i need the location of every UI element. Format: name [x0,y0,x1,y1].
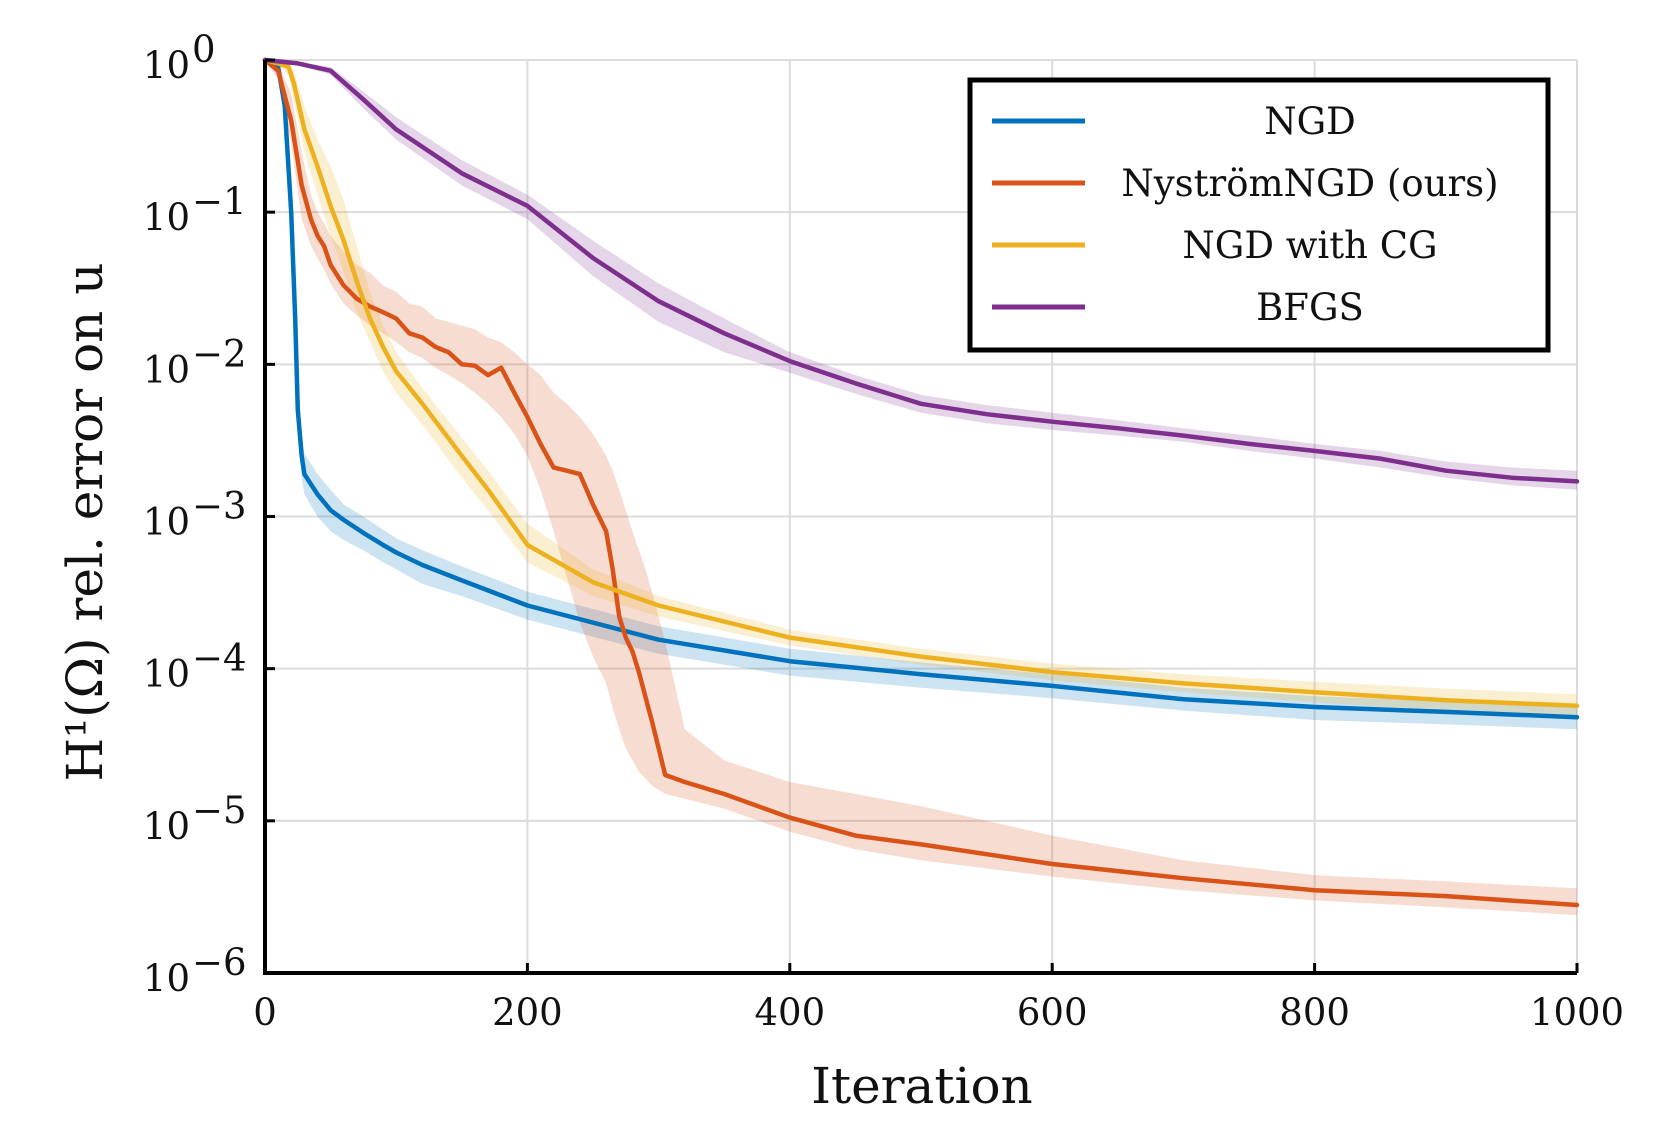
x-tick-label-4: 800 [1279,991,1350,1034]
y-tick-exponent-3: −3 [192,485,247,528]
y-tick-label-1: 10 −1 [143,180,247,239]
x-tick-label-2: 400 [754,991,825,1034]
line-series-0 [262,57,1580,720]
legend: NGD NyströmNGD (ours) NGD with CG BFGS [967,77,1551,353]
y-tick-base-1: 10 [143,196,190,239]
y-tick-label-0: 10 0 [143,28,216,87]
x-tick-label-0: 0 [253,991,277,1034]
y-tick-exponent-2: −2 [192,332,247,375]
legend-label-3: BFGS [1256,286,1364,329]
y-tick-label-4: 10 −4 [143,637,247,696]
line-series-3 [262,57,1580,484]
x-tick-labels: 0 200 400 600 800 1000 [253,991,1624,1034]
y-tick-label-3: 10 −3 [143,485,247,544]
y-axis-label: H¹(Ω) rel. error on u [56,263,114,782]
x-tick-label-1: 200 [492,991,563,1034]
axes [263,58,1579,975]
y-tick-exponent-0: 0 [192,28,216,71]
y-tick-exponent-6: −6 [192,941,247,984]
legend-label-2: NGD with CG [1182,224,1437,267]
x-axis-label: Iteration [811,1057,1033,1115]
y-tick-base-2: 10 [143,348,190,391]
line-series-2 [262,57,1580,709]
legend-label-1: NyströmNGD (ours) [1121,162,1498,205]
y-tick-label-5: 10 −5 [143,789,247,848]
x-tick-label-3: 600 [1017,991,1088,1034]
series-lines [262,57,1580,908]
y-tick-base-0: 10 [143,44,190,87]
y-tick-label-2: 10 −2 [143,332,247,391]
y-tick-exponent-1: −1 [192,180,247,223]
line-series-1 [262,57,1580,908]
y-tick-base-3: 10 [143,501,190,544]
y-tick-base-6: 10 [143,957,190,1000]
y-tick-label-6: 10 −6 [143,941,247,1000]
y-tick-base-4: 10 [143,653,190,696]
legend-label-0: NGD [1264,100,1356,143]
x-tick-label-5: 1000 [1530,991,1624,1034]
y-tick-exponent-4: −4 [192,637,247,680]
y-tick-base-5: 10 [143,805,190,848]
y-tick-exponent-5: −5 [192,789,247,832]
